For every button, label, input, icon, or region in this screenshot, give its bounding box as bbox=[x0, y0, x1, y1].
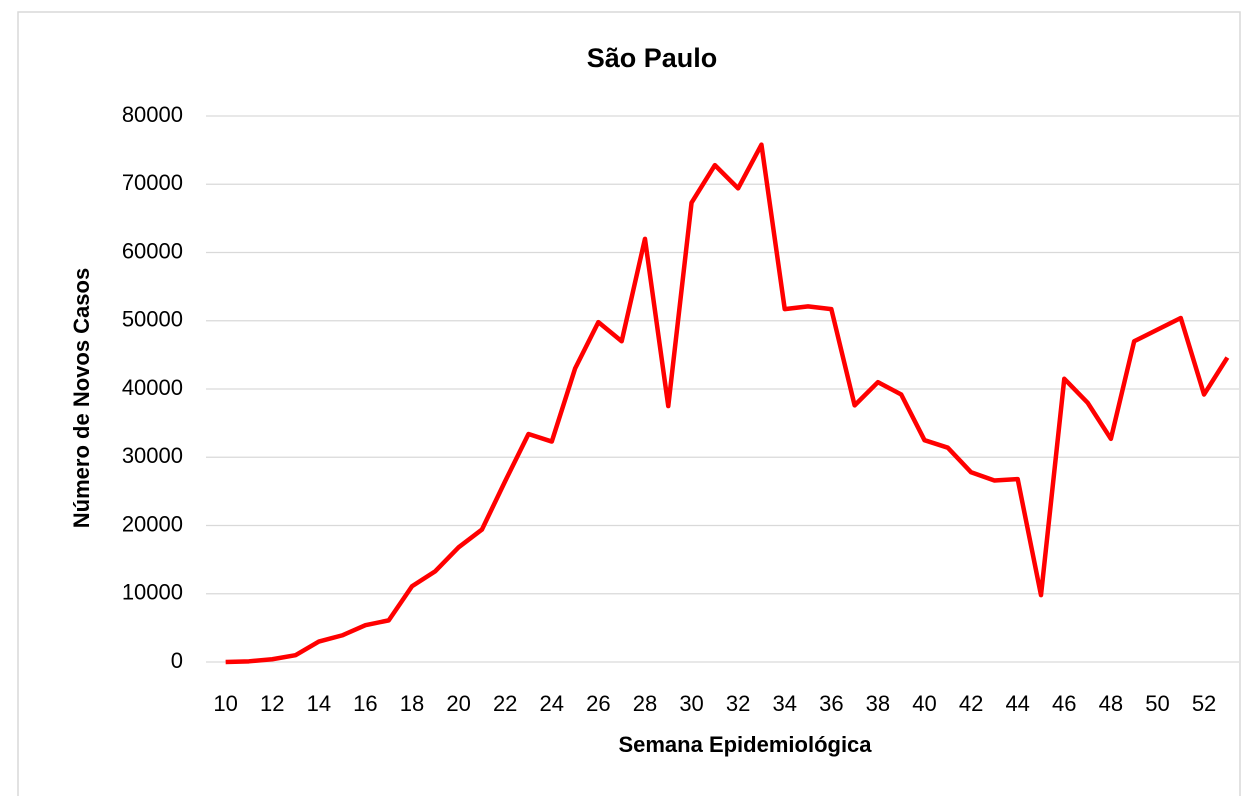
y-tick-label: 40000 bbox=[122, 375, 183, 400]
x-tick-label: 14 bbox=[307, 691, 331, 716]
y-tick-label: 80000 bbox=[122, 102, 183, 127]
y-tick-label: 0 bbox=[171, 648, 183, 673]
x-tick-label: 50 bbox=[1145, 691, 1169, 716]
x-tick-label: 30 bbox=[679, 691, 703, 716]
y-tick-label: 30000 bbox=[122, 443, 183, 468]
x-tick-label: 20 bbox=[446, 691, 470, 716]
x-tick-label: 16 bbox=[353, 691, 377, 716]
y-tick-label: 70000 bbox=[122, 170, 183, 195]
y-tick-label: 10000 bbox=[122, 580, 183, 605]
x-tick-label: 46 bbox=[1052, 691, 1076, 716]
x-tick-label: 26 bbox=[586, 691, 610, 716]
x-tick-label: 44 bbox=[1005, 691, 1029, 716]
x-tick-label: 48 bbox=[1099, 691, 1123, 716]
x-tick-label: 22 bbox=[493, 691, 517, 716]
x-tick-label: 34 bbox=[772, 691, 796, 716]
x-tick-label: 42 bbox=[959, 691, 983, 716]
x-tick-label: 10 bbox=[213, 691, 237, 716]
x-tick-label: 12 bbox=[260, 691, 284, 716]
x-tick-label: 24 bbox=[540, 691, 564, 716]
data-line bbox=[225, 142, 1230, 665]
x-tick-label: 40 bbox=[912, 691, 936, 716]
y-axis-title: Número de Novos Casos bbox=[69, 268, 94, 528]
y-tick-label: 20000 bbox=[122, 511, 183, 536]
x-tick-label: 32 bbox=[726, 691, 750, 716]
x-tick-label: 36 bbox=[819, 691, 843, 716]
chart-title: São Paulo bbox=[587, 43, 718, 73]
x-tick-label: 28 bbox=[633, 691, 657, 716]
x-tick-label: 38 bbox=[866, 691, 890, 716]
x-tick-label: 52 bbox=[1192, 691, 1216, 716]
y-tick-label: 60000 bbox=[122, 238, 183, 263]
y-tick-label: 50000 bbox=[122, 307, 183, 332]
x-axis-title: Semana Epidemiológica bbox=[618, 732, 872, 757]
chart-border bbox=[17, 11, 1241, 796]
x-tick-label: 18 bbox=[400, 691, 424, 716]
